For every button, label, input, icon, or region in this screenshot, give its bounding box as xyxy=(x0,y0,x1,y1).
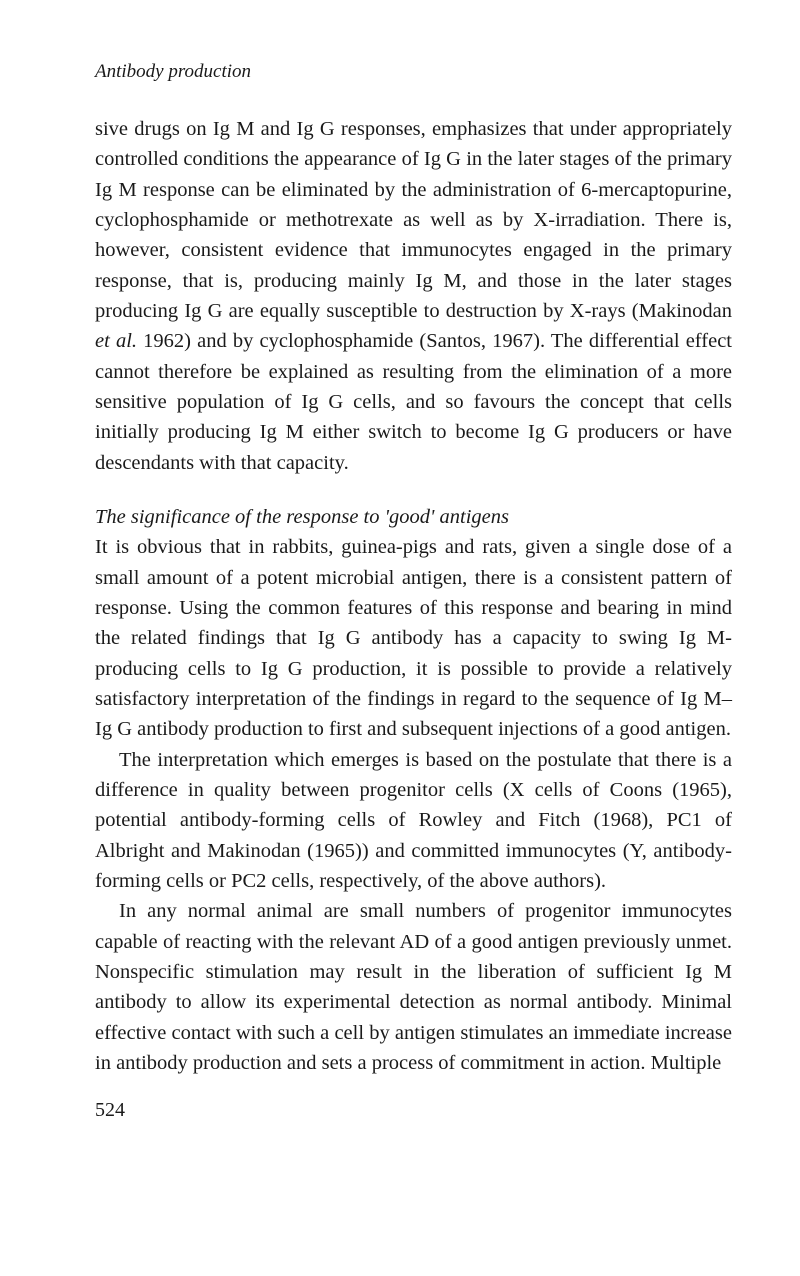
body-paragraph-2: It is obvious that in rabbits, guinea-pi… xyxy=(95,532,732,744)
body-paragraph-3: The interpretation which emerges is base… xyxy=(95,745,732,897)
body-paragraph-4: In any normal animal are small numbers o… xyxy=(95,896,732,1078)
body-paragraph-1: sive drugs on Ig M and Ig G responses, e… xyxy=(95,114,732,478)
italic-text: et al. xyxy=(95,330,137,352)
paragraph-text: sive drugs on Ig M and Ig G responses, e… xyxy=(95,118,732,322)
page-number: 524 xyxy=(95,1096,732,1126)
paragraph-text-cont: 1962) and by cyclophosphamide (Santos, 1… xyxy=(95,330,732,473)
section-heading: The significance of the response to 'goo… xyxy=(95,502,732,532)
running-header: Antibody production xyxy=(95,58,732,86)
